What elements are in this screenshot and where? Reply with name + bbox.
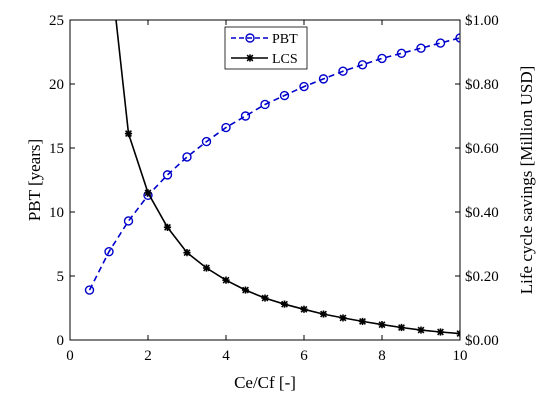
x-tick-label: 4 bbox=[222, 348, 230, 364]
lcs-point bbox=[280, 300, 289, 308]
pbt-point bbox=[338, 66, 348, 76]
x-tick-label: 6 bbox=[300, 348, 308, 364]
y-right-tick-label: $0.00 bbox=[465, 333, 499, 349]
series-layer bbox=[84, 20, 460, 338]
y-right-tick-label: $0.40 bbox=[465, 205, 499, 221]
lcs-point bbox=[339, 314, 347, 322]
pbt-point bbox=[104, 246, 114, 257]
pbt-point bbox=[455, 33, 460, 43]
legend: PBT LCS bbox=[224, 26, 308, 70]
lcs-point bbox=[222, 276, 230, 284]
pbt-point bbox=[84, 285, 95, 295]
lcs-point bbox=[319, 310, 328, 318]
y-left-tick-label: 15 bbox=[49, 141, 64, 157]
lcs-point bbox=[202, 264, 211, 272]
lcs-point bbox=[300, 305, 308, 313]
pbt-point bbox=[318, 74, 329, 84]
y-right-tick-label: $0.80 bbox=[465, 77, 499, 93]
x-axis-label: Ce/Cf [-] bbox=[234, 373, 296, 392]
pbt-point bbox=[279, 90, 290, 101]
pbt-point bbox=[377, 53, 387, 64]
series-lcs bbox=[115, 20, 460, 338]
pbt-point bbox=[123, 216, 134, 226]
pbt-point bbox=[299, 81, 309, 92]
pbt-point bbox=[201, 136, 212, 147]
y-right-tick-label: $0.60 bbox=[465, 141, 499, 157]
x-tick-label: 8 bbox=[378, 348, 386, 364]
x-tick-label: 0 bbox=[66, 348, 74, 364]
lcs-point bbox=[241, 286, 250, 294]
legend-lcs-marker bbox=[246, 54, 254, 62]
lcs-point bbox=[358, 317, 367, 326]
pbt-point bbox=[435, 38, 446, 48]
series-pbt bbox=[84, 33, 460, 295]
lcs-point bbox=[417, 326, 425, 334]
lcs-point bbox=[378, 321, 386, 329]
lcs-point bbox=[144, 189, 152, 197]
lcs-point bbox=[183, 249, 191, 257]
pbt-point bbox=[396, 48, 407, 58]
pbt-point bbox=[357, 60, 368, 70]
y-left-tick-label: 20 bbox=[49, 77, 64, 93]
x-tick-label: 10 bbox=[453, 348, 468, 364]
plot-frame bbox=[69, 19, 461, 341]
lcs-point bbox=[397, 323, 406, 332]
legend-pbt-marker bbox=[245, 33, 255, 43]
pbt-point bbox=[182, 152, 192, 162]
y-axis-left-label: PBT [years] bbox=[25, 139, 44, 221]
lcs-point bbox=[124, 130, 133, 138]
x-tick-label: 2 bbox=[144, 348, 152, 364]
lcs-point bbox=[261, 294, 269, 302]
pbt-point bbox=[416, 43, 426, 53]
pbt-point bbox=[221, 122, 231, 133]
legend-box bbox=[224, 26, 308, 70]
y-right-tick-label: $0.20 bbox=[465, 269, 499, 285]
y-left-tick-label: 0 bbox=[57, 333, 65, 349]
pbt-line bbox=[88, 37, 460, 291]
lcs-point bbox=[436, 328, 445, 336]
pbt-point bbox=[260, 99, 270, 110]
y-axis-right-label: Life cycle savings [Million USD] bbox=[517, 66, 536, 295]
y-left-tick-label: 25 bbox=[49, 13, 64, 29]
legend-pbt-label: PBT bbox=[272, 32, 298, 47]
lcs-point bbox=[456, 330, 460, 338]
pbt-point bbox=[162, 170, 173, 180]
axis-ticks: 0 2 4 6 8 10 0 5 10 15 20 25 $0.00 $0.20 $0.40 $0.60 $0.… bbox=[49, 13, 499, 364]
y-right-tick-label: $1.00 bbox=[465, 13, 499, 29]
lcs-point bbox=[163, 223, 172, 231]
pbt-point bbox=[240, 111, 251, 121]
y-left-tick-label: 10 bbox=[49, 205, 64, 221]
legend-lcs-label: LCS bbox=[272, 52, 298, 67]
y-left-tick-label: 5 bbox=[57, 269, 65, 285]
